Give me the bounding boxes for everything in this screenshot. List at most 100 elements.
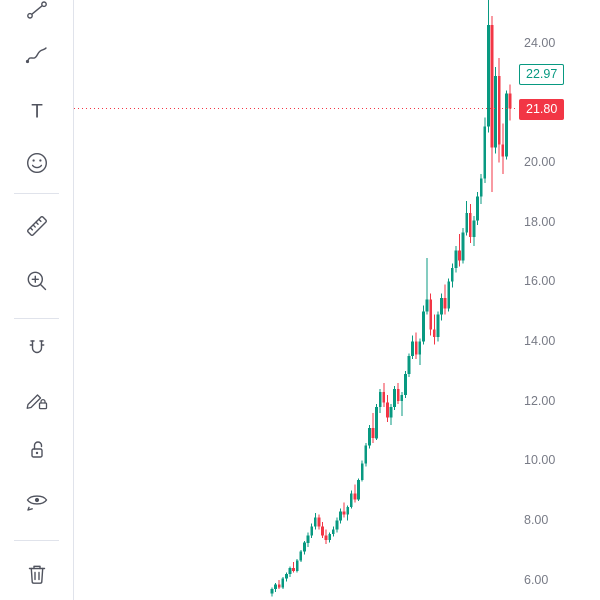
- price-axis-label: 8.00: [524, 512, 549, 527]
- candle-body: [270, 589, 274, 594]
- toolbar-divider: [14, 193, 59, 194]
- candle-body: [443, 298, 447, 309]
- pencil-lock-icon: [26, 394, 47, 410]
- candle-body: [368, 427, 371, 446]
- candle-body: [490, 25, 494, 148]
- candle-body: [331, 529, 335, 534]
- candle-body: [508, 93, 512, 109]
- candle-body: [328, 533, 332, 540]
- candle-body: [505, 93, 508, 157]
- candle-body: [295, 560, 299, 571]
- price-axis-label: 16.00: [524, 274, 556, 289]
- candle-body: [321, 526, 324, 536]
- candle-body: [382, 392, 386, 403]
- candle-body: [274, 584, 277, 589]
- candle-body: [335, 520, 339, 530]
- candle-body: [465, 213, 469, 233]
- zoom-in-icon: [27, 271, 46, 291]
- candle-body: [432, 329, 436, 337]
- smiley-icon: [26, 152, 47, 174]
- candle-body: [317, 517, 321, 527]
- last-price-badge: 21.80: [519, 98, 565, 120]
- trash-icon: [28, 565, 45, 584]
- candle-body: [292, 568, 295, 572]
- emoji-tool[interactable]: [15, 143, 59, 183]
- toolbar-divider: [14, 318, 59, 319]
- candle-body: [364, 445, 368, 464]
- candle-body: [360, 463, 364, 480]
- text-tool[interactable]: T: [15, 91, 59, 131]
- price-axis-label: 14.00: [524, 333, 556, 348]
- candle-body: [313, 517, 317, 527]
- candle-body: [422, 311, 425, 342]
- candle-body: [371, 427, 375, 439]
- brush-tool[interactable]: [15, 35, 59, 75]
- candle-body: [425, 299, 429, 312]
- candle-body: [429, 299, 433, 330]
- candle-body: [472, 220, 476, 237]
- candle-body: [501, 144, 505, 157]
- candle-body: [349, 493, 353, 507]
- candle-body: [357, 480, 360, 500]
- drawing-mode-lock-tool[interactable]: [15, 380, 59, 420]
- magnet-tool[interactable]: [15, 330, 59, 370]
- candle-body: [436, 314, 440, 337]
- candle-body: [299, 551, 303, 561]
- candle-body: [342, 511, 346, 515]
- trend-line-tool[interactable]: [15, 0, 59, 30]
- ruler-icon: [26, 216, 47, 236]
- candle-body: [396, 389, 400, 401]
- remove-all-drawings-tool[interactable]: [15, 554, 59, 594]
- candle-body: [281, 578, 285, 588]
- candle-body: [310, 526, 314, 536]
- candle-body: [411, 341, 414, 357]
- text-icon: T: [31, 102, 43, 123]
- candle-body: [414, 341, 418, 355]
- candle-body: [447, 281, 451, 309]
- price-axis-label: 12.00: [524, 393, 556, 408]
- drawing-toolbar: T: [0, 0, 74, 600]
- candle-body: [418, 341, 422, 355]
- trend-line-icon: [26, 1, 47, 19]
- toolbar-divider: [14, 540, 59, 541]
- zoom-in-tool[interactable]: [15, 261, 59, 301]
- candle-body: [479, 178, 483, 197]
- candle-body: [400, 395, 404, 401]
- candle-body: [494, 75, 497, 148]
- svg-text:T: T: [31, 102, 43, 123]
- price-axis-label: 18.00: [524, 214, 556, 229]
- candle-body: [346, 506, 350, 515]
- candle-body: [353, 493, 357, 500]
- candle-body: [404, 374, 407, 395]
- candle-body: [497, 75, 501, 145]
- eye-icon: [26, 495, 47, 511]
- candle-body: [440, 298, 443, 315]
- candle-body: [393, 389, 396, 407]
- candle-body: [407, 356, 411, 375]
- candle-body: [303, 542, 306, 552]
- candle-body: [324, 535, 328, 540]
- price-axis-label: 10.00: [524, 453, 556, 468]
- price-axis-label: 6.00: [524, 572, 549, 587]
- hide-all-drawings-tool[interactable]: [15, 481, 59, 521]
- lock-all-drawings-tool[interactable]: [15, 430, 59, 470]
- brush-icon: [25, 47, 47, 64]
- lock-icon: [30, 441, 43, 458]
- candle-body: [285, 574, 288, 579]
- candle-body: [458, 250, 461, 261]
- price-axis[interactable]: 24.00 20.00 18.00 16.00 14.00 12.00 10.00 8.00 6…: [516, 0, 600, 600]
- candle-body: [339, 511, 342, 521]
- candle-body: [277, 584, 281, 588]
- candle-body: [288, 568, 292, 575]
- price-axis-label: 20.00: [524, 154, 556, 169]
- candle-body: [461, 232, 465, 261]
- candle-body: [468, 213, 472, 237]
- candle-body: [386, 402, 389, 418]
- candle-body: [375, 407, 378, 439]
- candle-body: [378, 392, 382, 407]
- measure-tool[interactable]: [15, 206, 59, 246]
- candle-body: [454, 250, 458, 269]
- magnet-icon: [29, 340, 44, 354]
